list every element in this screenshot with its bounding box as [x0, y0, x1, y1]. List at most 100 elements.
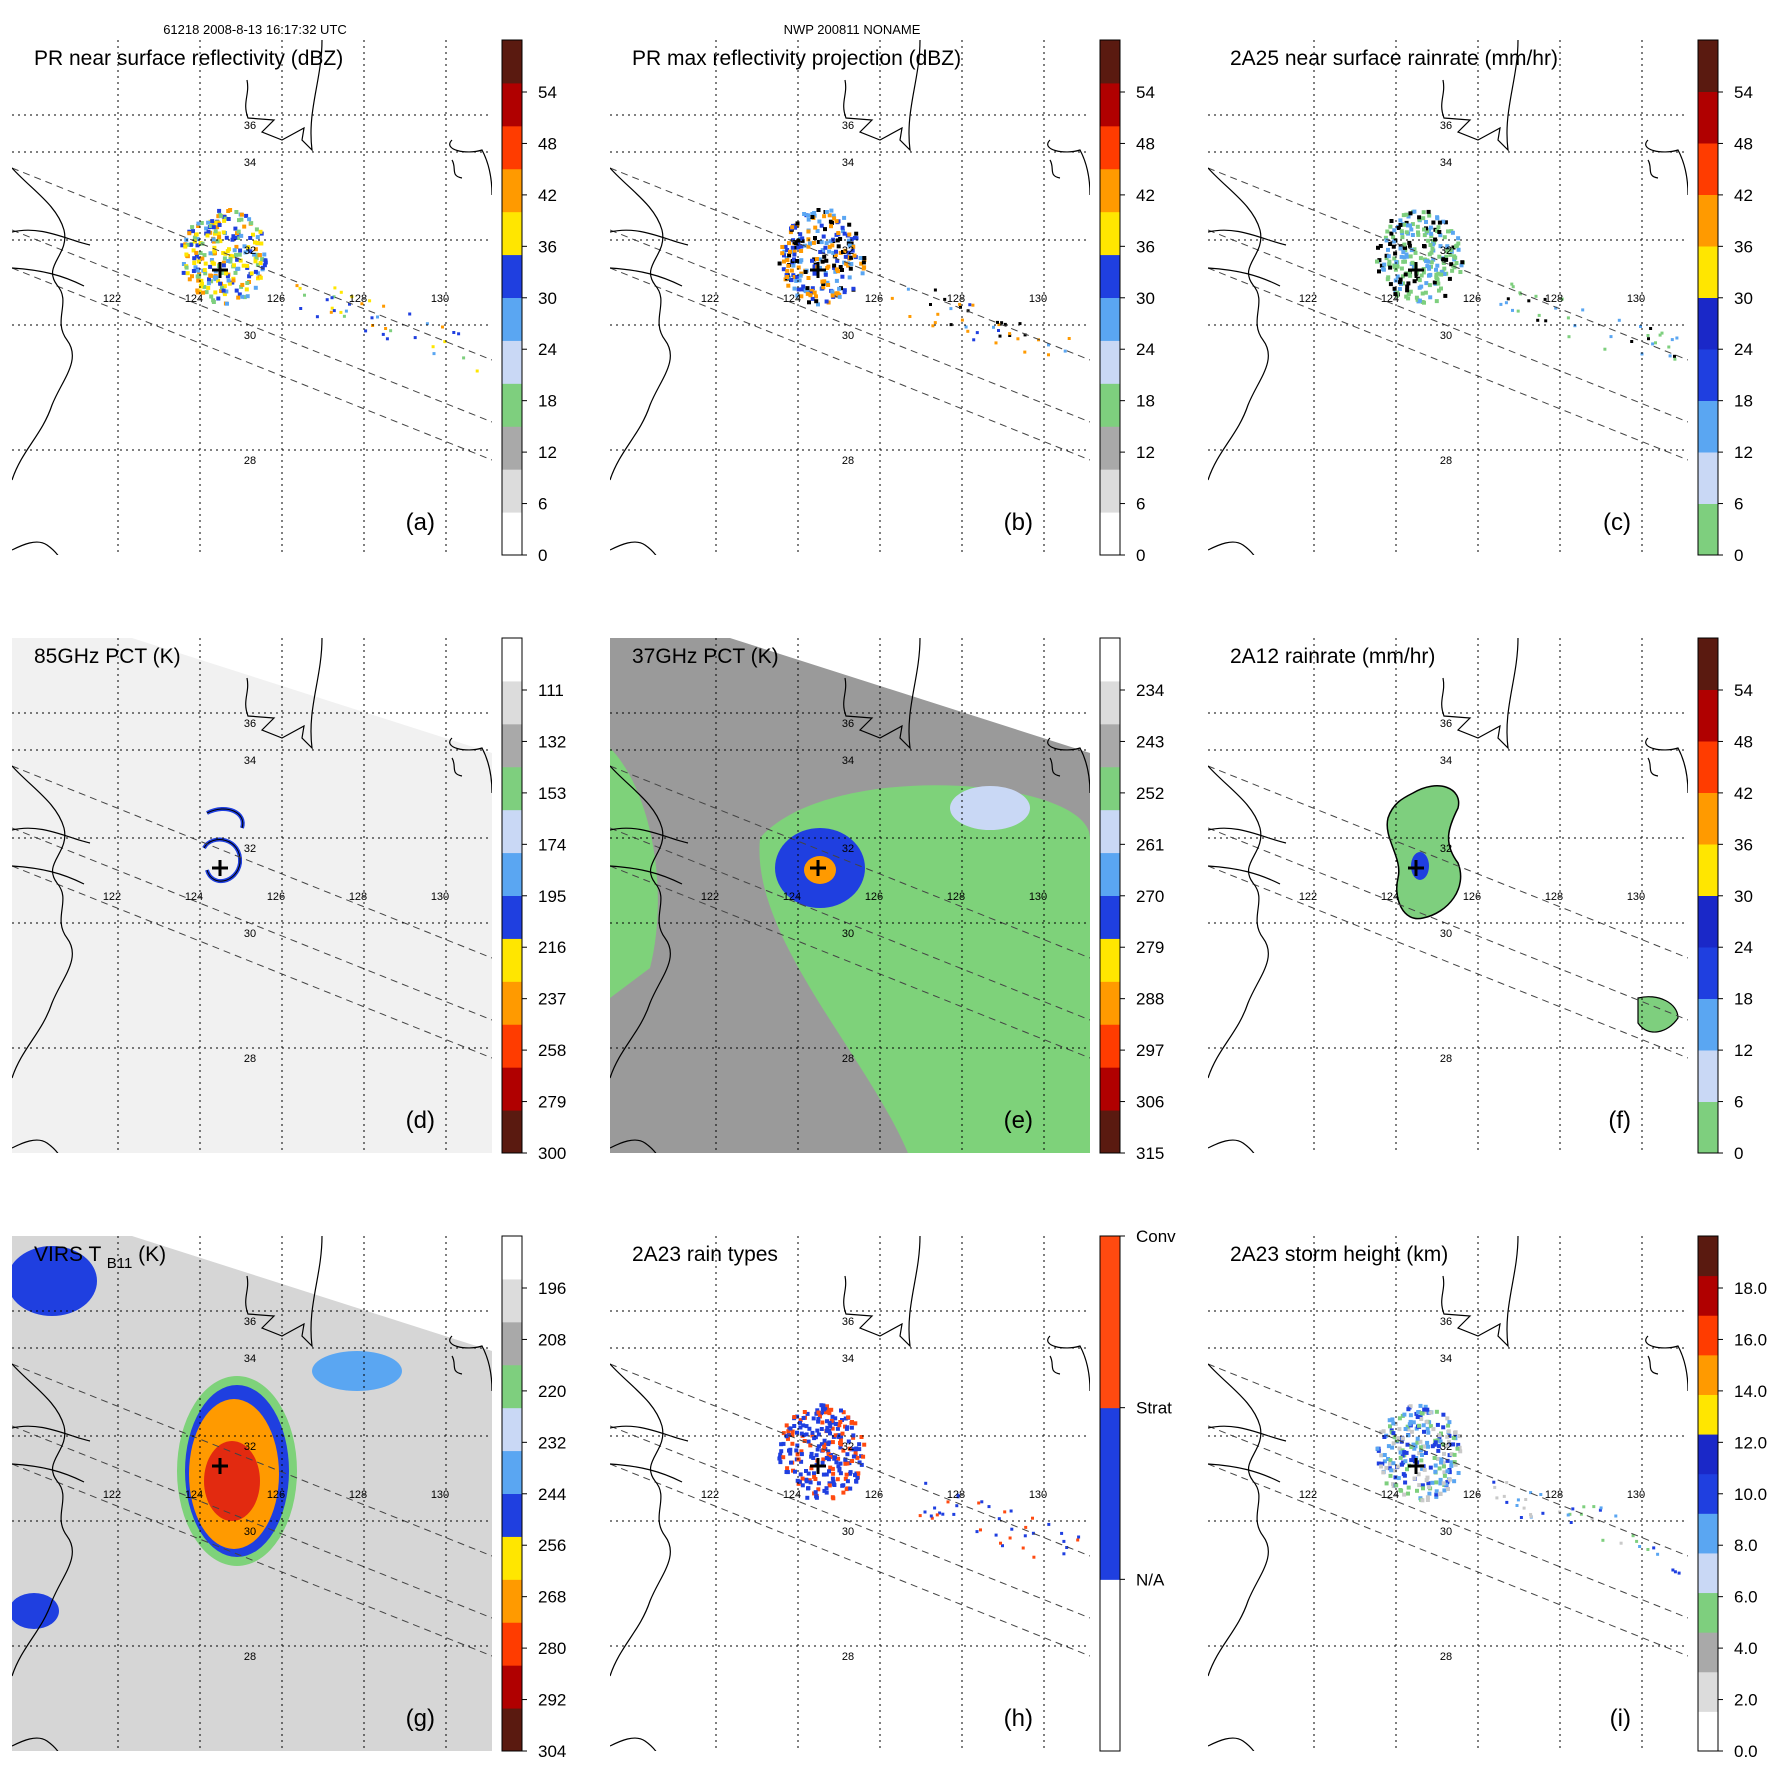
lat-label: 30 — [244, 928, 256, 940]
swath-edge-south — [12, 267, 492, 461]
colorbar-h: Conv Strat N/A — [1099, 1227, 1176, 1752]
swath-edge-north — [1208, 765, 1688, 959]
coastline — [449, 139, 492, 196]
colorbar-segment — [1698, 349, 1718, 401]
colorbar-tick-label: 279 — [538, 1093, 566, 1112]
swath-edge-south — [610, 865, 1090, 1059]
colorbar-tick-label: 18 — [1734, 392, 1753, 411]
lon-label: 124 — [185, 891, 203, 903]
colorbar-tick-label: 12.0 — [1734, 1433, 1767, 1452]
colorbar-segment — [1100, 1067, 1120, 1111]
colorbar-segment — [502, 852, 522, 896]
swath-edge-north — [610, 765, 1090, 959]
colorbar-segment — [1100, 1024, 1120, 1068]
storm-center-marker — [810, 860, 826, 876]
lat-label: 28 — [842, 1053, 854, 1065]
colorbar-b: 54 48 42 36 30 24 18 12 6 0 — [1099, 39, 1155, 565]
colorbar-segment — [1698, 1236, 1718, 1277]
colorbar-tick-label: 304 — [538, 1742, 566, 1761]
storm-center-marker — [212, 860, 228, 876]
coastline — [245, 638, 323, 750]
panel-grid: 122124126128130132363432302826PR near su… — [12, 39, 1767, 1761]
swath-edge-north — [12, 167, 492, 361]
lat-label: 30 — [1440, 330, 1452, 342]
colorbar-tick-label: 54 — [538, 83, 557, 102]
panel-h: 1221241261281301323634323028262A23 rain … — [610, 1227, 1176, 1752]
colorbar-tick-label: 42 — [538, 186, 557, 205]
colorbar-segment — [1698, 638, 1718, 690]
colorbar-tick-label: 252 — [1136, 784, 1164, 803]
colorbar-segment — [1698, 246, 1718, 298]
colorbar-segment — [1100, 1236, 1120, 1409]
colorbar-tick-label: 6 — [538, 495, 547, 514]
lon-label: 126 — [865, 891, 883, 903]
panel-title: 37GHz PCT (K) — [632, 645, 779, 668]
panel-letter: (a) — [406, 509, 435, 536]
colorbar-segment — [1100, 383, 1120, 427]
map-f: 122124126128130132363432302826 — [1208, 638, 1688, 1153]
colorbar-d: 111 132 153 174 195 216 237 258 279 300 — [501, 637, 566, 1163]
colorbar-segment — [502, 895, 522, 939]
coastline — [1208, 1139, 1255, 1153]
panel-b: 122124126128130132363432302826PR max ref… — [610, 39, 1155, 565]
colorbar-tick-label: 2.0 — [1734, 1691, 1758, 1710]
colorbar-segment — [502, 426, 522, 470]
map-i: 122124126128130132363432302826 — [1208, 1236, 1688, 1751]
colorbar-segment — [1698, 1513, 1718, 1554]
ne-cloud — [312, 1351, 402, 1391]
swath-center-line — [610, 827, 1090, 1021]
colorbar-tick-label: Strat — [1136, 1399, 1172, 1418]
colorbar-segment — [1698, 689, 1718, 742]
swath-center-line — [610, 1425, 1090, 1619]
storm-echo — [1375, 209, 1679, 361]
colorbar-segment — [502, 1110, 522, 1154]
colorbar-tick-label: 36 — [1734, 237, 1753, 256]
swath-edge-north — [1208, 1363, 1688, 1557]
coastline — [1208, 1737, 1255, 1751]
swath-center-line — [610, 229, 1090, 423]
lat-label: 26 — [842, 1163, 854, 1175]
coastline — [12, 229, 91, 287]
colorbar-segment — [502, 297, 522, 341]
lat-label: 32 — [842, 843, 854, 855]
colorbar-tick-label: 195 — [538, 887, 566, 906]
lon-label: 126 — [865, 1489, 883, 1501]
colorbar-tick-label: 18 — [538, 392, 557, 411]
coastline — [1047, 737, 1090, 794]
colorbar-segment — [502, 1278, 522, 1323]
panel-a: 122124126128130132363432302826PR near su… — [12, 39, 557, 565]
coastline — [1208, 167, 1269, 481]
colorbar-tick-label: 10.0 — [1734, 1485, 1767, 1504]
lat-label: 28 — [842, 455, 854, 467]
lat-label: 34 — [244, 755, 256, 767]
lon-label: 124 — [1381, 1489, 1399, 1501]
colorbar-tick-label: Conv — [1136, 1227, 1176, 1246]
panel-title: VIRS T B11 (K) — [34, 1243, 166, 1272]
coastline — [1208, 827, 1287, 885]
lon-label: 130 — [1029, 891, 1047, 903]
map-c: 122124126128130132363432302826 — [1208, 40, 1688, 555]
colorbar-tick-label: 30 — [1734, 887, 1753, 906]
colorbar-segment — [1100, 938, 1120, 982]
colorbar-segment — [1698, 1711, 1718, 1752]
colorbar-segment — [502, 40, 522, 84]
colorbar-tick-label: 153 — [538, 784, 566, 803]
colorbar-tick-label: 232 — [538, 1433, 566, 1452]
coastline — [245, 1236, 323, 1348]
lon-label: 130 — [1627, 891, 1645, 903]
coastline — [610, 765, 671, 1079]
colorbar-tick-label: 8.0 — [1734, 1536, 1758, 1555]
coastline — [449, 737, 492, 794]
colorbar-segment — [502, 383, 522, 427]
colorbar-a: 54 48 42 36 30 24 18 12 6 0 — [501, 39, 557, 565]
colorbar-segment — [1698, 1473, 1718, 1514]
colorbar-tick-label: 48 — [1734, 732, 1753, 751]
colorbar-tick-label: 208 — [538, 1330, 566, 1349]
panel-letter: (e) — [1004, 1107, 1033, 1134]
swath-edge-south — [12, 1463, 492, 1657]
colorbar-segment — [502, 1236, 522, 1280]
lon-label: 122 — [103, 293, 121, 305]
colorbar-segment — [1698, 400, 1718, 453]
colorbar-tick-label: 42 — [1734, 186, 1753, 205]
colorbar-tick-label: 42 — [1136, 186, 1155, 205]
